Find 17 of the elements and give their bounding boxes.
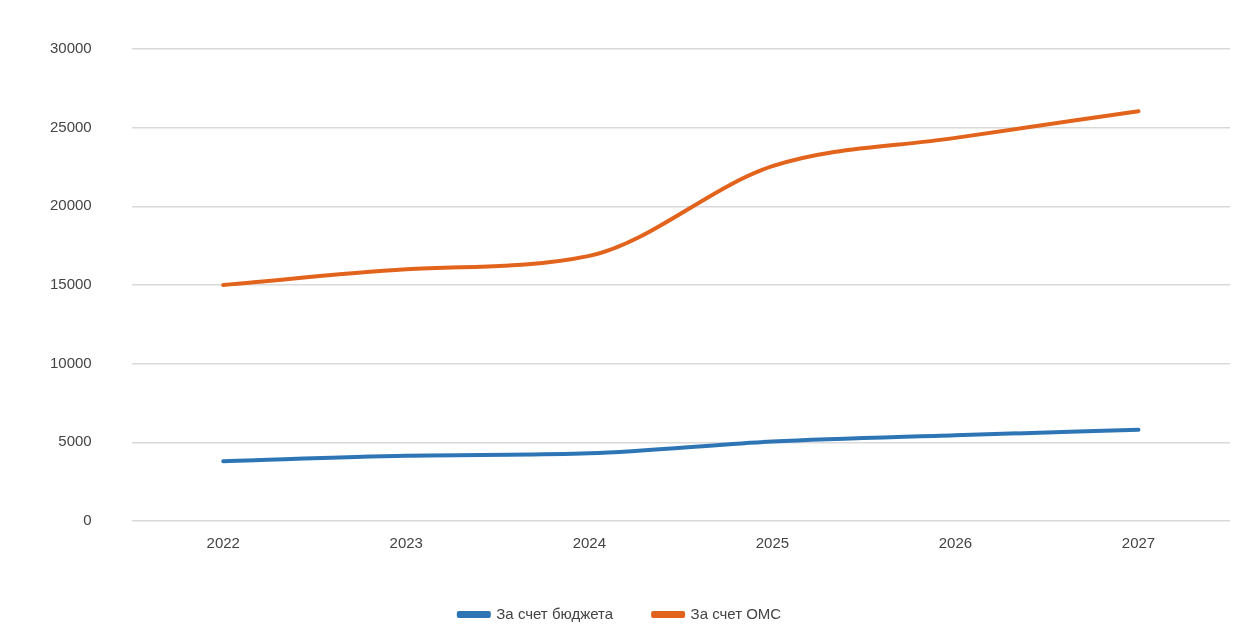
- x-tick-label: 2022: [206, 534, 240, 552]
- y-tick-label: 25000: [49, 117, 92, 135]
- x-tick-label: 2027: [1121, 534, 1156, 552]
- x-tick-label: 2025: [755, 534, 790, 552]
- legend-label: За счет бюджета: [496, 604, 614, 622]
- y-tick-label: 5000: [58, 432, 92, 450]
- y-tick-label: 20000: [49, 196, 92, 214]
- y-tick-label: 30000: [49, 39, 92, 57]
- x-tick-label: 2023: [389, 534, 423, 552]
- x-tick-label: 2024: [572, 534, 607, 552]
- legend-label: За счет ОМС: [690, 604, 782, 622]
- y-tick-label: 0: [83, 511, 92, 529]
- y-tick-label: 10000: [49, 353, 92, 371]
- line-series: [221, 109, 1141, 287]
- y-tick-label: 15000: [49, 275, 92, 293]
- line-series: [221, 427, 1141, 464]
- x-tick-label: 2026: [938, 534, 973, 552]
